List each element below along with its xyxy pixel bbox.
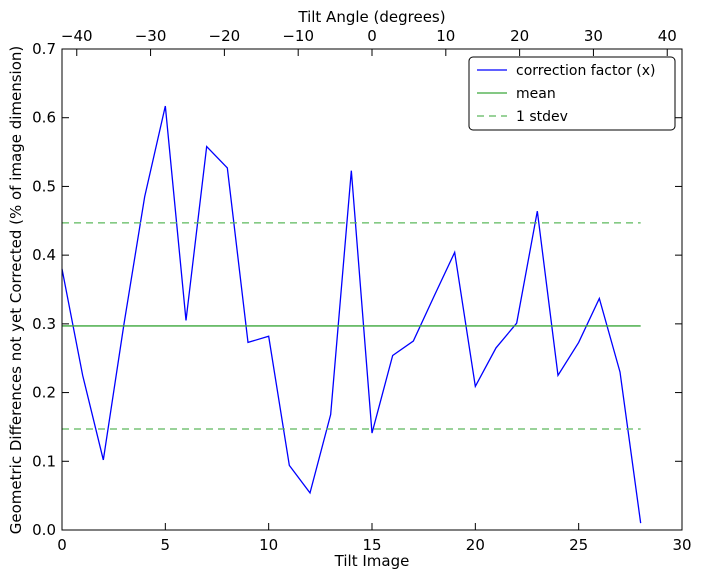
y-tick-label: 0.2 [32,384,56,402]
axes: 0 5 10 15 20 25 30 −40 −30 −20 −10 0 10 20 30 40 0.0 0.1 0… [32,27,691,554]
top-x-tick-label: −20 [209,27,241,45]
top-axis-title: Tilt Angle (degrees) [297,8,445,26]
top-x-tick-label: −40 [61,27,93,45]
top-x-tick-label: 20 [510,27,529,45]
y-tick-label: 0.6 [32,109,56,127]
legend-label: 1 stdev [516,109,568,125]
y-tick-label: 0.1 [32,452,56,470]
top-x-tick-label: 10 [436,27,455,45]
legend-box [468,56,676,131]
x-tick-label: 0 [57,536,67,554]
x-tick-label: 15 [362,536,381,554]
y-tick-label: 0.4 [32,246,56,264]
top-x-tick-label: 30 [584,27,603,45]
top-x-tick-label: 0 [367,27,377,45]
x-tick-label: 30 [672,536,691,554]
y-tick-label: 0.0 [32,521,56,539]
top-x-tick-label: −30 [135,27,167,45]
x-tick-label: 5 [161,536,171,554]
top-x-tick-label: 40 [658,27,677,45]
x-axis-title: Tilt Image [334,552,410,570]
legend: correction factor (x) mean 1 stdev [468,56,676,131]
y-tick-label: 0.7 [32,40,56,58]
legend-label: correction factor (x) [516,63,655,79]
top-x-tick-label: −10 [282,27,314,45]
x-tick-label: 20 [466,536,485,554]
x-tick-label: 25 [569,536,588,554]
y-tick-label: 0.5 [32,177,56,195]
y-tick-label: 0.3 [32,315,56,333]
plot-area [61,105,642,524]
x-tick-label: 10 [259,536,278,554]
y-axis-title: Geometric Differences not yet Corrected … [7,46,25,535]
series-line-0 [61,105,642,524]
legend-label: mean [516,86,556,102]
